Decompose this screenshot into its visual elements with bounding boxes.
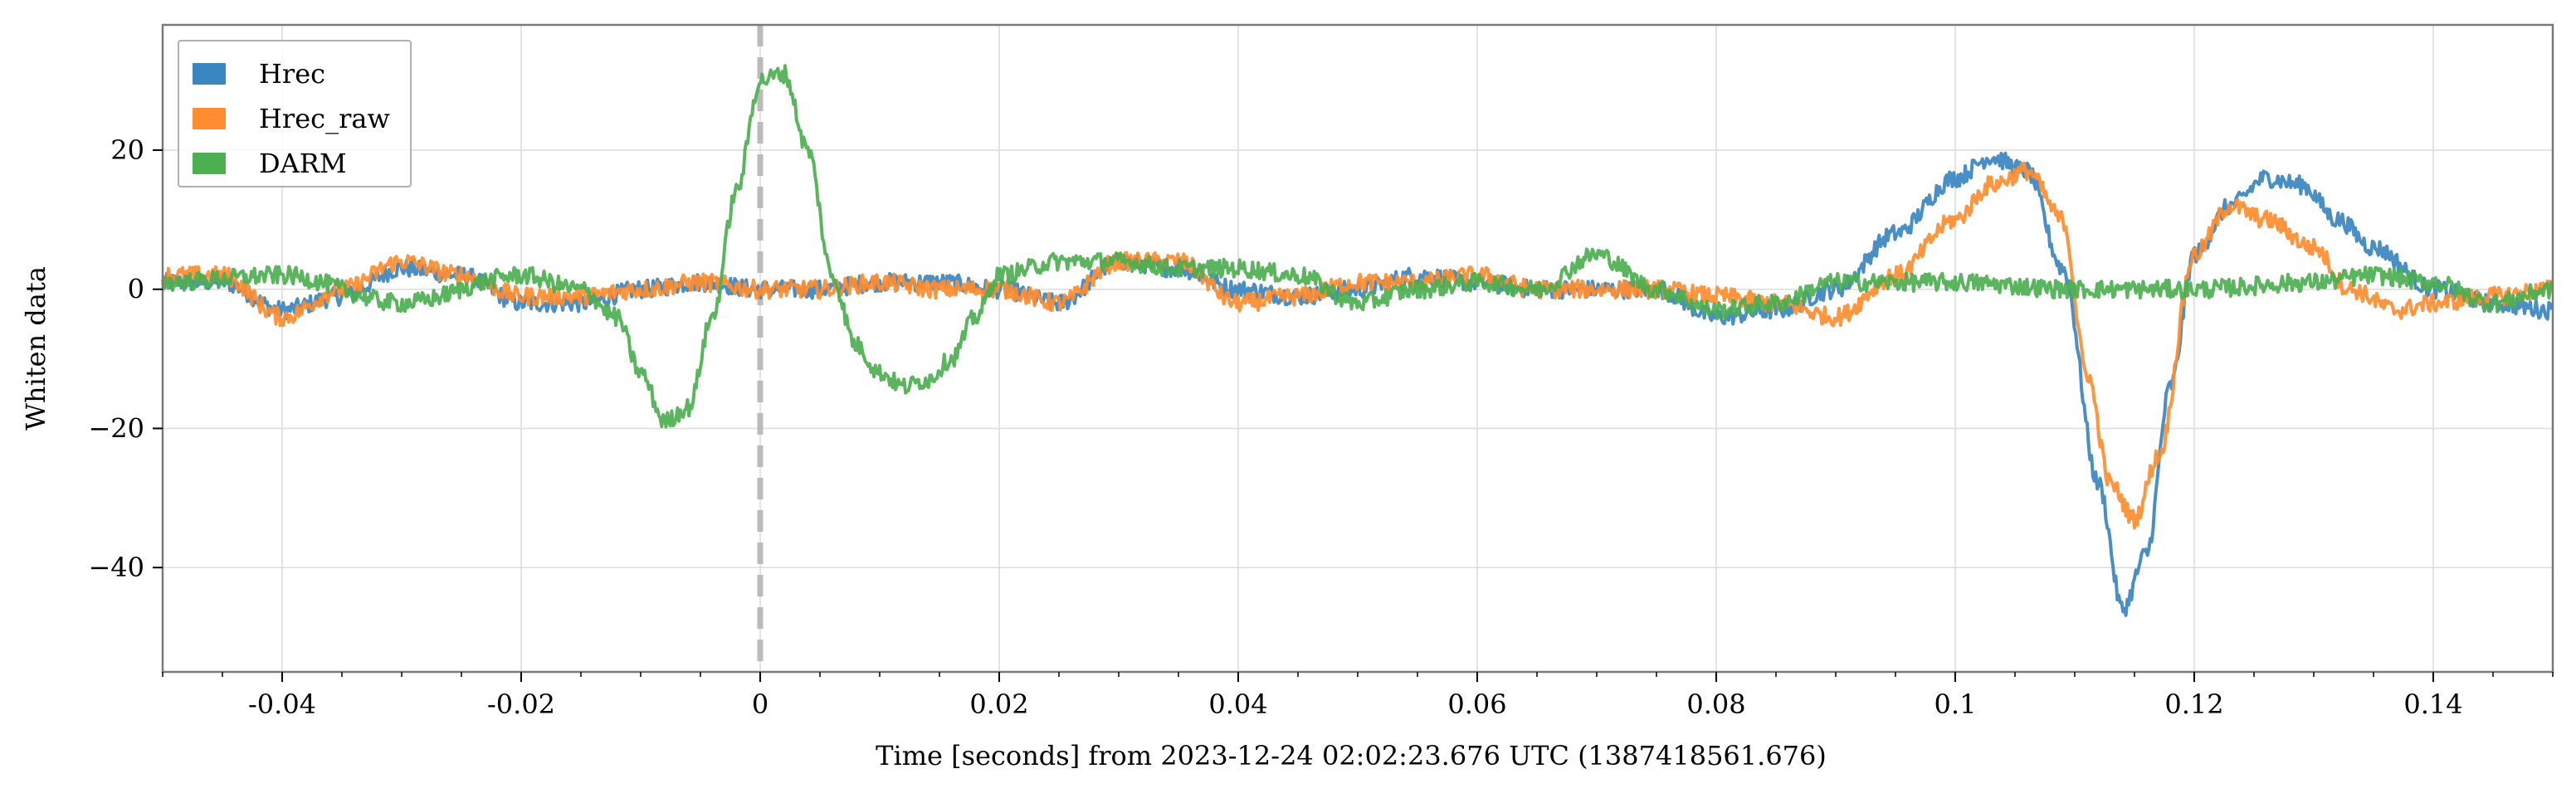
legend-label-hrec: Hrec <box>259 58 326 90</box>
y-tick-label: −40 <box>88 552 144 583</box>
y-tick-label: −20 <box>88 412 144 444</box>
x-tick-label: 0.06 <box>1447 689 1506 720</box>
legend-item-hrec: Hrec <box>193 51 397 96</box>
x-tick-label: -0.04 <box>248 689 316 720</box>
x-tick-label: 0.02 <box>969 689 1028 720</box>
axis-ticks: -0.04 -0.02 0 0.02 0.04 0.06 0.08 0.1 0.12 0.14 20… <box>88 134 2554 720</box>
legend-label-darm: DARM <box>259 148 347 179</box>
x-tick-label: 0.08 <box>1686 689 1745 720</box>
x-tick-label: 0.12 <box>2164 689 2223 720</box>
x-tick-label: 0 <box>752 689 768 720</box>
plot-background <box>163 25 2553 672</box>
legend-swatch-hrec <box>193 63 226 85</box>
legend-item-darm: DARM <box>193 141 397 186</box>
legend-swatch-darm <box>193 153 226 174</box>
x-tick-label: 0.1 <box>1934 689 1977 720</box>
legend-label-hrec-raw: Hrec_raw <box>259 103 390 134</box>
legend-item-hrec-raw: Hrec_raw <box>193 96 397 141</box>
x-tick-label: 0.14 <box>2403 689 2462 720</box>
x-axis-label: Time [seconds] from 2023-12-24 02:02:23.… <box>876 740 1827 771</box>
y-tick-label: 0 <box>128 274 144 305</box>
x-tick-label: -0.02 <box>487 689 555 720</box>
series-line-darm <box>161 64 2554 429</box>
y-tick-label: 20 <box>110 134 144 166</box>
y-axis-label: Whiten data <box>20 266 51 431</box>
legend: Hrec Hrec_raw DARM <box>178 40 412 187</box>
series-line-hrec-raw <box>161 161 2554 530</box>
legend-swatch-hrec-raw <box>193 108 226 129</box>
series-layer <box>161 64 2554 617</box>
x-tick-label: 0.04 <box>1208 689 1267 720</box>
